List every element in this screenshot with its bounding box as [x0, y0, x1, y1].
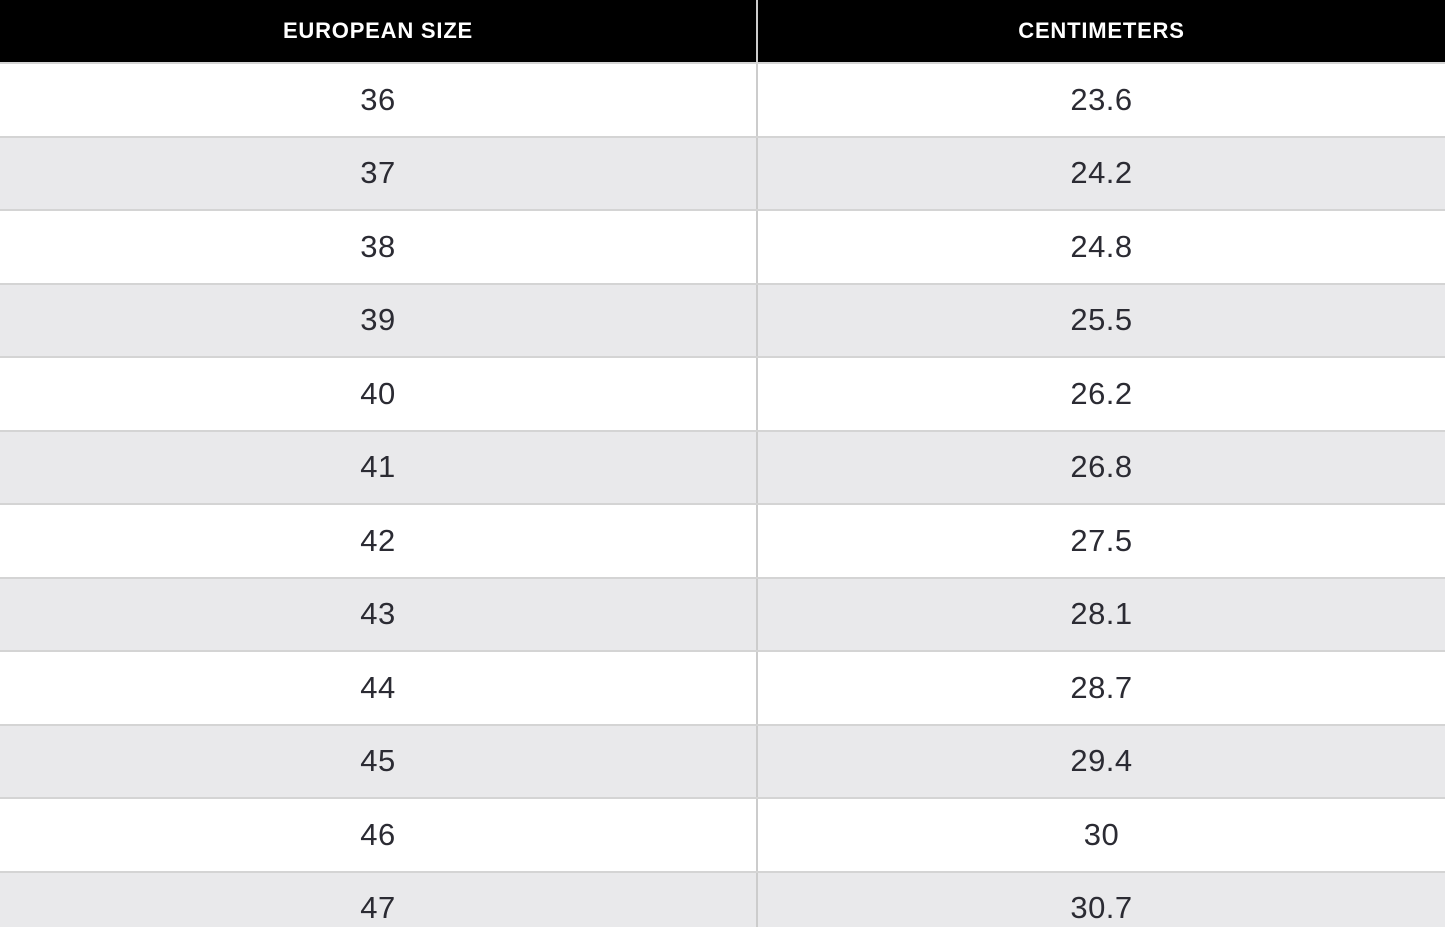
table-row: 47 30.7: [0, 870, 1445, 927]
table-row: 42 27.5: [0, 503, 1445, 577]
cm-cell: 30: [756, 799, 1445, 871]
table-row: 37 24.2: [0, 135, 1445, 209]
column-header-european-size: EUROPEAN SIZE: [282, 18, 474, 43]
eu-size-cell: 38: [360, 228, 396, 264]
cm-cell: 23.6: [756, 64, 1445, 136]
eu-size-cell: 42: [360, 522, 396, 558]
eu-size-cell: 44: [360, 669, 396, 705]
table-header-row: EUROPEAN SIZE CENTIMETERS: [0, 0, 1445, 62]
table-row: 36 23.6: [0, 62, 1445, 136]
eu-size-cell: 40: [360, 375, 396, 411]
eu-size-cell: 37: [360, 155, 396, 191]
eu-size-cell: 45: [360, 743, 396, 779]
cm-cell: 25.5: [756, 284, 1445, 356]
eu-size-cell: 43: [360, 596, 396, 632]
eu-size-cell: 41: [360, 449, 396, 485]
table-row: 39 25.5: [0, 282, 1445, 356]
table-row: 45 29.4: [0, 723, 1445, 797]
table-row: 46 30: [0, 797, 1445, 871]
cm-cell: 28.7: [756, 652, 1445, 724]
eu-size-cell: 39: [360, 302, 396, 338]
table-row: 38 24.8: [0, 209, 1445, 283]
table-row: 40 26.2: [0, 356, 1445, 430]
cm-cell: 27.5: [756, 505, 1445, 577]
cm-cell: 24.8: [756, 211, 1445, 283]
table-row: 41 26.8: [0, 429, 1445, 503]
cm-cell: 24.2: [756, 137, 1445, 209]
eu-size-cell: 36: [360, 81, 396, 117]
eu-size-cell: 47: [360, 890, 396, 926]
cm-cell: 29.4: [756, 725, 1445, 797]
cm-cell: 28.1: [756, 578, 1445, 650]
cm-cell: 26.8: [756, 431, 1445, 503]
cm-cell: 30.7: [756, 872, 1445, 927]
column-header-centimeters: CENTIMETERS: [756, 0, 1445, 62]
table-row: 44 28.7: [0, 650, 1445, 724]
cm-cell: 26.2: [756, 358, 1445, 430]
eu-size-cell: 46: [360, 816, 396, 852]
table-row: 43 28.1: [0, 576, 1445, 650]
